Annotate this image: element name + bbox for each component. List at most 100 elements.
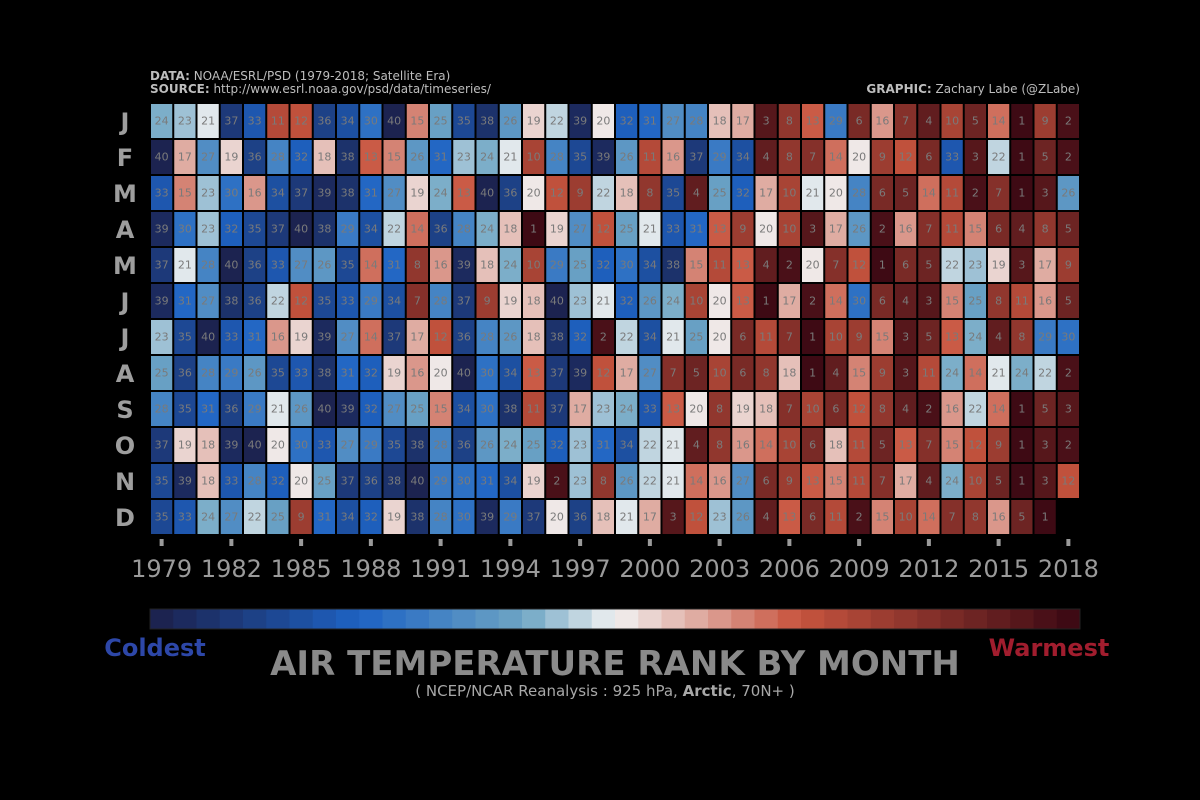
cell-rank-label: 2 <box>600 331 607 344</box>
cell-rank-label: 31 <box>248 331 262 344</box>
heatmap-cell <box>336 211 360 247</box>
heatmap-cell <box>312 499 336 535</box>
cell-rank-label: 7 <box>949 511 956 524</box>
cell-rank-label: 18 <box>829 439 843 452</box>
heatmap-cell <box>266 499 290 535</box>
x-tick-mark <box>159 539 164 546</box>
heatmap-cell <box>173 427 197 463</box>
heatmap-cell <box>475 427 499 463</box>
cell-rank-label: 35 <box>248 223 262 236</box>
cell-rank-label: 24 <box>503 259 517 272</box>
heatmap-cell <box>591 211 615 247</box>
x-tick-mark <box>857 539 862 546</box>
x-tick-mark <box>368 539 373 546</box>
cell-rank-label: 7 <box>832 259 839 272</box>
heatmap-cell <box>963 499 987 535</box>
cell-rank-label: 27 <box>643 367 657 380</box>
heatmap-cell <box>312 139 336 175</box>
heatmap-cell <box>498 283 522 319</box>
cell-rank-label: 27 <box>224 511 238 524</box>
heatmap-cell <box>684 175 708 211</box>
heatmap-cell <box>1033 391 1057 427</box>
heatmap-cell <box>801 319 825 355</box>
heatmap-cell <box>894 499 918 535</box>
heatmap-cell <box>963 283 987 319</box>
colorbar-swatch <box>382 609 407 629</box>
cell-rank-label: 7 <box>995 187 1002 200</box>
heatmap-cell <box>847 319 871 355</box>
cell-rank-label: 30 <box>457 511 471 524</box>
cell-rank-label: 20 <box>271 439 285 452</box>
heatmap-cell <box>731 391 755 427</box>
heatmap-cell <box>940 391 964 427</box>
cell-rank-label: 32 <box>620 295 634 308</box>
heatmap-cell <box>545 139 569 175</box>
cell-rank-label: 25 <box>410 403 424 416</box>
heatmap-cell <box>1056 103 1080 139</box>
colorbar-swatch <box>405 609 430 629</box>
heatmap-cell <box>498 499 522 535</box>
cell-rank-label: 20 <box>527 187 541 200</box>
heatmap-cell <box>219 427 243 463</box>
heatmap-cell <box>219 139 243 175</box>
colorbar-swatch <box>522 609 546 629</box>
cell-rank-label: 23 <box>201 187 215 200</box>
cell-rank-label: 24 <box>968 331 982 344</box>
chart-subtitle-region: Arctic <box>683 682 732 700</box>
heatmap-cell <box>894 427 918 463</box>
cell-rank-label: 31 <box>364 187 378 200</box>
cell-rank-label: 21 <box>643 223 657 236</box>
cell-rank-label: 9 <box>739 223 746 236</box>
heatmap-cell <box>824 391 848 427</box>
heatmap-cell <box>870 499 894 535</box>
cell-rank-label: 12 <box>294 295 308 308</box>
cell-rank-label: 21 <box>596 295 610 308</box>
heatmap-cell <box>405 211 429 247</box>
heatmap-cell <box>1056 463 1080 499</box>
cell-rank-label: 24 <box>434 187 448 200</box>
heatmap-cell <box>336 283 360 319</box>
heatmap-grid: 24 23 21 37 33 11 12 36 34 30 40 15 25 35 38 26 19 22 39 20… <box>150 103 1080 535</box>
cell-rank-label: 29 <box>224 367 238 380</box>
heatmap-cell <box>522 391 546 427</box>
heatmap-cell <box>266 319 290 355</box>
heatmap-cell <box>708 499 732 535</box>
cell-rank-label: 8 <box>716 403 723 416</box>
cell-rank-label: 16 <box>736 439 750 452</box>
x-tick-label: 1985 <box>271 555 332 583</box>
heatmap-cell <box>243 211 267 247</box>
cell-rank-label: 28 <box>201 367 215 380</box>
colorbar-swatch <box>708 609 732 629</box>
heatmap-cell <box>940 283 964 319</box>
cell-rank-label: 2 <box>856 511 863 524</box>
cell-rank-label: 11 <box>945 187 959 200</box>
cell-rank-label: 30 <box>364 115 378 128</box>
heatmap-cell <box>708 355 732 391</box>
heatmap-cell <box>824 427 848 463</box>
heatmap-cell <box>150 463 174 499</box>
heatmap-cell <box>405 427 429 463</box>
warmest-label: Warmest <box>989 634 1110 662</box>
heatmap-cell <box>917 103 941 139</box>
heatmap-cell <box>173 463 197 499</box>
heatmap-cell <box>429 247 453 283</box>
cell-rank-label: 11 <box>643 151 657 164</box>
cell-rank-label: 27 <box>573 223 587 236</box>
cell-rank-label: 1 <box>1018 439 1025 452</box>
cell-rank-label: 19 <box>387 511 401 524</box>
cell-rank-label: 27 <box>387 187 401 200</box>
heatmap-cell <box>1033 139 1057 175</box>
heatmap-cell <box>243 139 267 175</box>
heatmap-cell <box>638 211 662 247</box>
cell-rank-label: 18 <box>527 295 541 308</box>
heatmap-cell <box>382 319 406 355</box>
cell-rank-label: 24 <box>480 223 494 236</box>
heatmap-cell <box>475 499 499 535</box>
heatmap-cell <box>289 499 313 535</box>
month-label: F <box>117 144 133 172</box>
heatmap-cell <box>940 319 964 355</box>
heatmap-cell <box>638 139 662 175</box>
cell-rank-label: 39 <box>573 367 587 380</box>
heatmap-cell <box>382 391 406 427</box>
heatmap-cell <box>754 463 778 499</box>
